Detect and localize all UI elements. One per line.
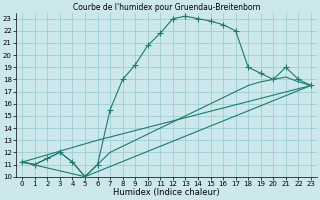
X-axis label: Humidex (Indice chaleur): Humidex (Indice chaleur) — [113, 188, 220, 197]
Title: Courbe de l'humidex pour Gruendau-Breitenborn: Courbe de l'humidex pour Gruendau-Breite… — [73, 3, 260, 12]
